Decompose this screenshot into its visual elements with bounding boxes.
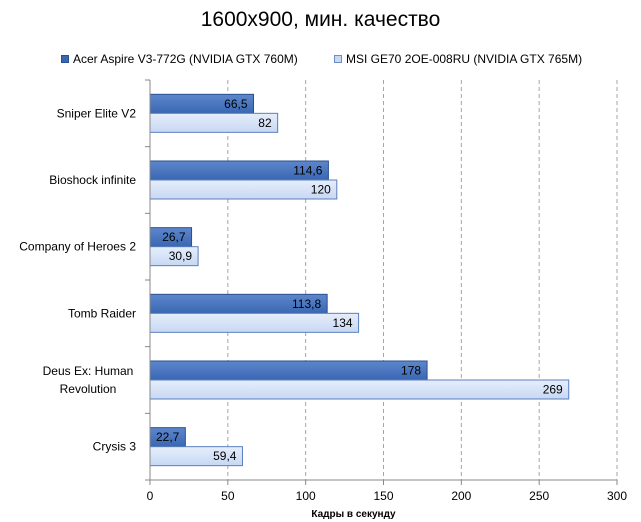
legend-swatch-series-2 <box>334 55 342 63</box>
category-label-3: Tomb Raider <box>68 306 136 320</box>
value-label-series-2-5: 59,4 <box>213 449 237 463</box>
legend-swatch-series-1 <box>61 55 69 63</box>
value-label-series-1-2: 26,7 <box>162 230 186 244</box>
x-tick-label-50: 50 <box>221 489 235 503</box>
legend-item-series-2: MSI GE70 2OE-008RU (NVIDIA GTX 765M) <box>334 52 582 66</box>
x-tick-label-100: 100 <box>296 489 316 503</box>
bar-series-2-3 <box>149 312 360 333</box>
legend-item-series-1: Acer Aspire V3-772G (NVIDIA GTX 760M) <box>61 52 298 66</box>
bar-series-1-4 <box>149 360 428 381</box>
category-label-1: Bioshock infinite <box>49 173 136 187</box>
category-label-line-4-1: Revolution <box>60 382 117 396</box>
x-tick-label-300: 300 <box>607 489 627 503</box>
value-label-series-2-0: 82 <box>258 116 272 130</box>
bar-series-2-4 <box>149 379 570 400</box>
value-label-series-1-3: 113,8 <box>292 297 321 311</box>
value-label-series-2-1: 120 <box>311 183 331 197</box>
x-tick-label-250: 250 <box>529 489 549 503</box>
value-label-series-1-1: 114,6 <box>293 164 322 178</box>
legend-label-series-1: Acer Aspire V3-772G (NVIDIA GTX 760M) <box>73 52 298 66</box>
value-label-series-2-2: 30,9 <box>169 249 193 263</box>
x-tick-label-200: 200 <box>451 489 471 503</box>
category-label-5: Crysis 3 <box>93 440 137 454</box>
category-label-4: Deus Ex: Human Revolution <box>43 364 134 396</box>
bar-series-2-1 <box>149 179 338 200</box>
legend-label-series-2: MSI GE70 2OE-008RU (NVIDIA GTX 765M) <box>346 52 583 66</box>
category-label-2: Company of Heroes 2 <box>19 240 136 254</box>
value-label-series-1-4: 178 <box>401 364 421 378</box>
category-label-line-2-0: Company of Heroes 2 <box>19 240 136 254</box>
x-axis-title: Кадры в секунду <box>311 509 396 520</box>
category-label-line-4-0: Deus Ex: Human <box>43 364 134 378</box>
chart-title: 1600x900, мин. качество <box>200 8 441 31</box>
value-label-series-1-5: 22,7 <box>156 430 180 444</box>
category-label-line-5-0: Crysis 3 <box>93 440 137 454</box>
category-label-line-1-0: Bioshock infinite <box>49 173 136 187</box>
value-label-series-2-4: 269 <box>543 383 563 397</box>
category-label-line-3-0: Tomb Raider <box>68 306 136 320</box>
value-label-series-2-3: 134 <box>333 316 353 330</box>
category-label-line-0-0: Sniper Elite V2 <box>57 106 137 120</box>
value-label-series-1-0: 66,5 <box>224 97 248 111</box>
legend: Acer Aspire V3-772G (NVIDIA GTX 760M) MS… <box>0 52 641 70</box>
category-label-0: Sniper Elite V2 <box>57 106 137 120</box>
x-tick-label-150: 150 <box>373 489 393 503</box>
x-tick-label-0: 0 <box>147 489 154 503</box>
